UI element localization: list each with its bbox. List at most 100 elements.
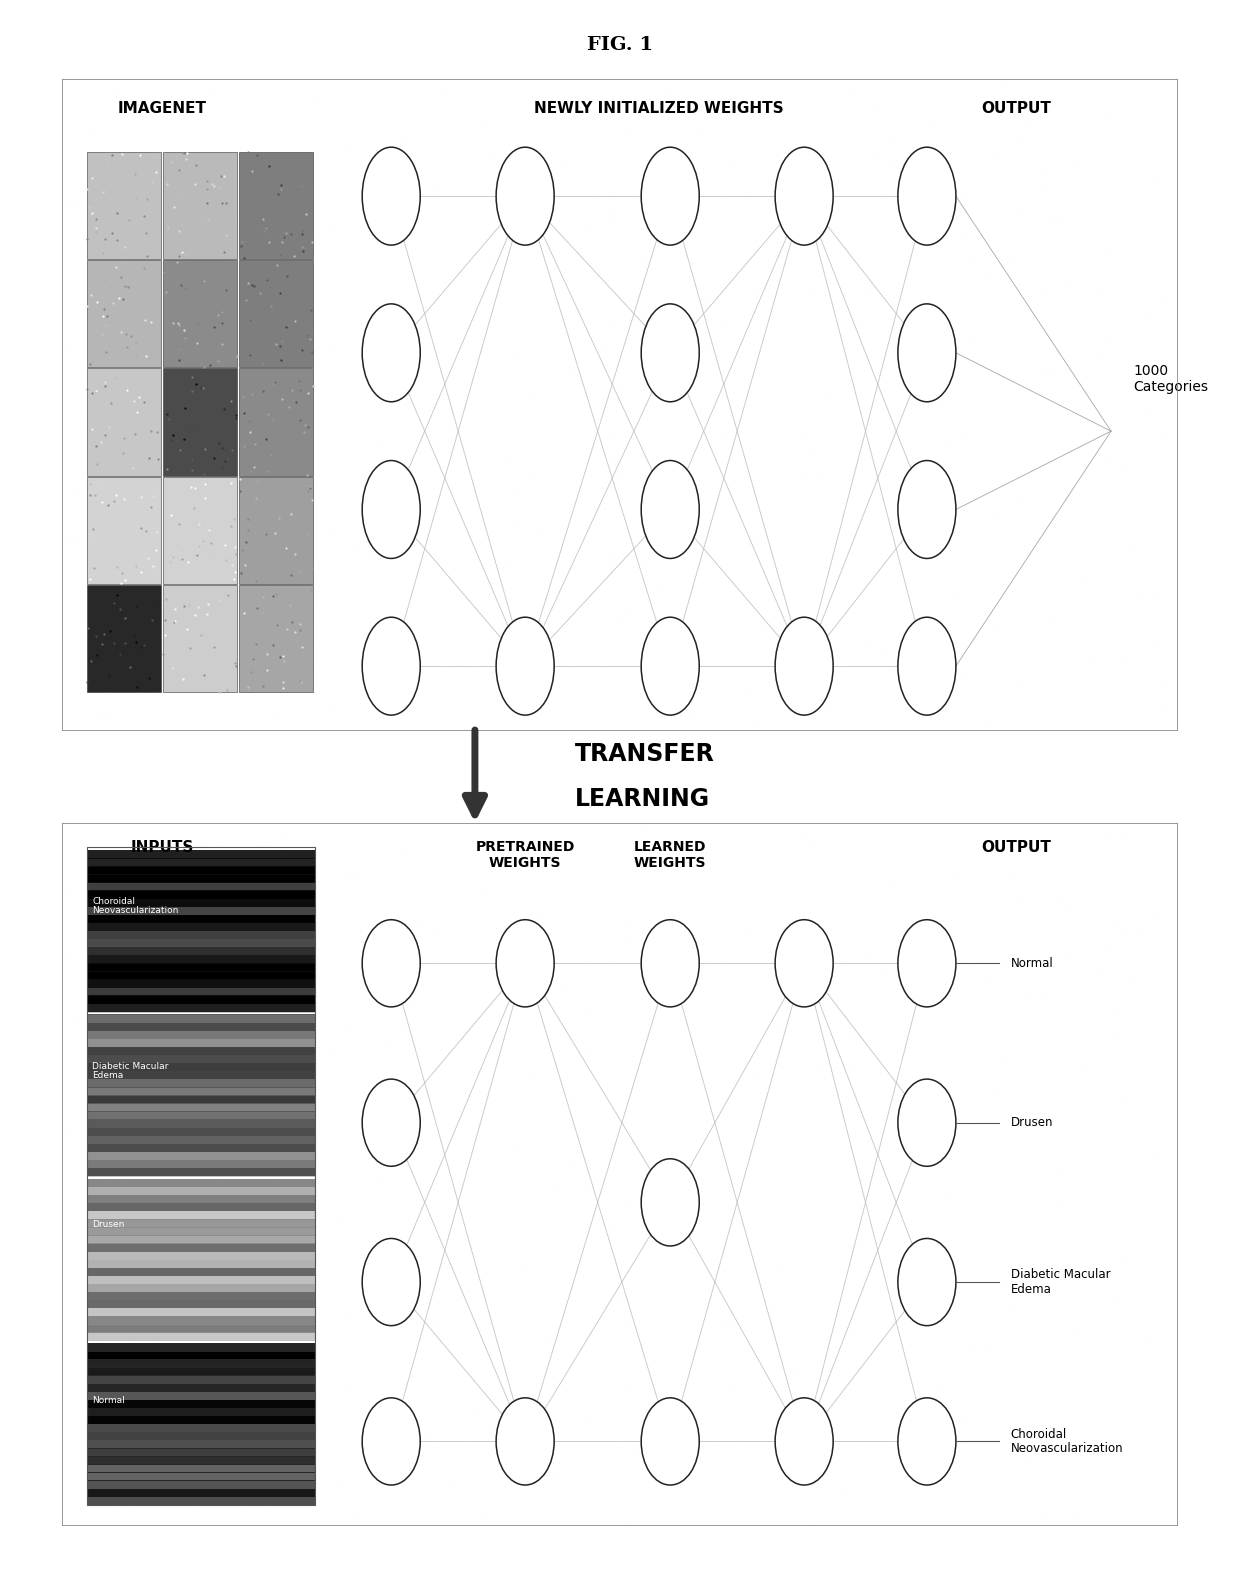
Point: [843, 267, 863, 293]
Point: [470, 233, 490, 258]
Point: [1032, 1298, 1052, 1323]
Point: [322, 98, 342, 123]
Point: [306, 1122, 326, 1147]
Point: [1096, 1291, 1116, 1317]
Point: [852, 1074, 872, 1100]
Point: [1004, 812, 1024, 837]
Point: [838, 1482, 858, 1507]
Point: [554, 1494, 574, 1520]
Point: [1110, 1373, 1130, 1398]
Point: [940, 529, 960, 554]
Point: [498, 455, 518, 480]
Point: [987, 1125, 1007, 1150]
Point: [955, 362, 975, 387]
Point: [684, 634, 704, 659]
Point: [642, 91, 662, 116]
Point: [231, 1005, 250, 1030]
Point: [858, 1002, 878, 1027]
Point: [207, 340, 227, 365]
Point: [852, 1021, 872, 1046]
Point: [486, 1277, 506, 1302]
Point: [732, 198, 751, 223]
Point: [325, 706, 345, 731]
Point: [275, 186, 295, 211]
Point: [769, 1428, 789, 1453]
Point: [207, 175, 227, 200]
Point: [61, 1453, 81, 1479]
Point: [751, 444, 771, 469]
Point: [827, 1236, 847, 1262]
Point: [295, 1170, 315, 1195]
Point: [393, 908, 413, 933]
Point: [130, 892, 150, 917]
Point: [265, 135, 285, 160]
Point: [299, 475, 319, 500]
Point: [697, 691, 717, 716]
Point: [115, 1101, 135, 1126]
Point: [649, 293, 668, 318]
Point: [952, 1408, 972, 1433]
Point: [609, 1018, 629, 1043]
Point: [575, 1490, 595, 1515]
Point: [108, 1430, 128, 1455]
Point: [1110, 480, 1130, 505]
Point: [441, 867, 461, 892]
Point: [613, 198, 632, 223]
Point: [899, 253, 919, 278]
Point: [880, 1161, 900, 1186]
Point: [73, 1496, 93, 1521]
Point: [928, 176, 947, 201]
Point: [143, 645, 162, 670]
Point: [363, 577, 383, 602]
Point: [291, 590, 311, 615]
Point: [786, 1180, 806, 1205]
Point: [108, 193, 128, 219]
Point: [58, 258, 78, 283]
Point: [63, 672, 83, 697]
Point: [523, 988, 543, 1013]
Point: [551, 1335, 570, 1361]
Point: [1094, 260, 1114, 285]
Point: [324, 697, 343, 722]
Point: [985, 88, 1004, 113]
Point: [305, 423, 325, 448]
Point: [485, 140, 505, 165]
Point: [227, 920, 247, 945]
Point: [863, 587, 883, 612]
Point: [133, 374, 153, 400]
Point: [89, 1331, 109, 1356]
Point: [1002, 228, 1022, 253]
Point: [1004, 533, 1024, 558]
Point: [1050, 285, 1070, 310]
Point: [792, 1488, 812, 1513]
Point: [293, 1466, 312, 1491]
Point: [393, 1092, 413, 1117]
Point: [998, 1043, 1018, 1068]
Point: [316, 692, 336, 717]
Point: [112, 1109, 131, 1134]
Point: [110, 857, 130, 882]
Point: [119, 107, 139, 132]
Point: [1075, 525, 1095, 551]
Point: [619, 923, 639, 949]
Point: [626, 148, 646, 173]
Point: [61, 112, 81, 137]
Point: [274, 879, 294, 904]
Point: [56, 1189, 76, 1214]
Point: [87, 1038, 107, 1063]
Point: [371, 157, 391, 182]
Point: [1151, 1125, 1171, 1150]
Point: [573, 1213, 593, 1238]
Point: [277, 341, 296, 367]
Point: [412, 955, 432, 980]
Point: [856, 669, 875, 694]
Point: [418, 109, 438, 134]
Point: [415, 387, 435, 412]
Point: [1002, 1092, 1022, 1117]
Point: [1151, 1191, 1171, 1216]
Point: [64, 195, 84, 220]
Point: [879, 694, 899, 719]
Point: [1104, 1334, 1123, 1359]
Point: [975, 236, 994, 261]
Point: [1137, 552, 1157, 577]
